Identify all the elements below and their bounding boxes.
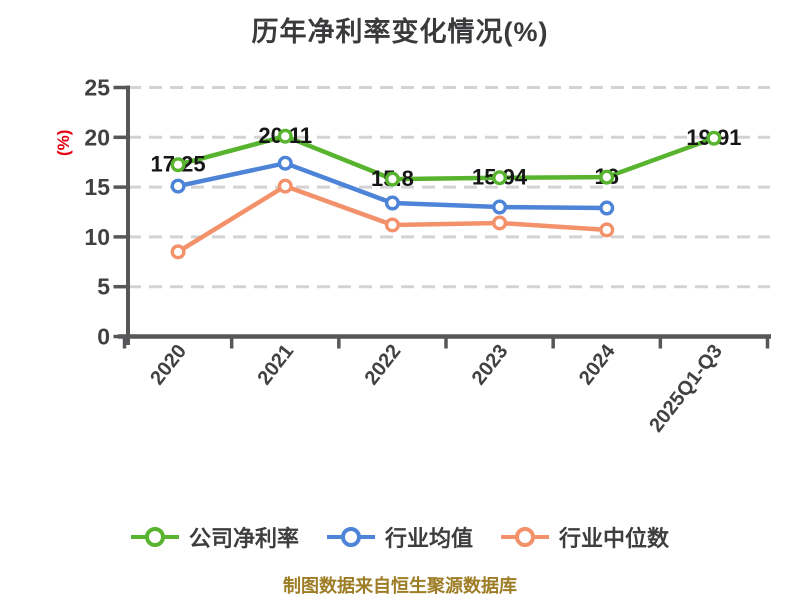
svg-text:10: 10 <box>84 224 110 250</box>
svg-text:2023: 2023 <box>468 341 513 390</box>
y-axis-unit-label: (%) <box>54 130 73 156</box>
svg-text:0: 0 <box>97 324 110 350</box>
svg-text:2020: 2020 <box>146 341 191 390</box>
axes: 0 5 10 15 20 25 <box>84 75 771 350</box>
svg-text:20: 20 <box>84 124 110 150</box>
svg-text:2025Q1-Q3: 2025Q1-Q3 <box>645 341 727 437</box>
legend-item-industry-average[interactable]: 行业均值 <box>326 521 473 553</box>
legend-marker-industry-average-icon <box>326 527 375 547</box>
gridlines <box>128 86 770 289</box>
data-source-note: 制图数据来自恒生聚源数据库 <box>283 576 517 596</box>
svg-text:15: 15 <box>84 174 110 200</box>
legend-label-industry-average: 行业均值 <box>384 526 473 551</box>
svg-text:2021: 2021 <box>253 341 298 390</box>
legend-item-company-net-margin[interactable]: 公司净利率 <box>130 521 299 553</box>
legend-label-company-net-margin: 公司净利率 <box>188 526 299 551</box>
x-axis-labels: 2020 2021 2022 2023 2024 2025Q1-Q3 <box>146 340 727 437</box>
legend-label-industry-median: 行业中位数 <box>559 526 670 551</box>
legend-marker-industry-median-icon <box>501 527 549 547</box>
chart-title: 历年净利率变化情况(%) <box>251 17 549 47</box>
legend-marker-company-net-margin-icon <box>130 527 179 547</box>
chart-legend: 公司净利率 行业均值 行业中位数 <box>0 521 800 553</box>
svg-text:2022: 2022 <box>361 341 406 390</box>
series-lines <box>175 133 717 255</box>
svg-text:5: 5 <box>97 274 110 300</box>
svg-text:2024: 2024 <box>575 340 620 389</box>
legend-item-industry-median[interactable]: 行业中位数 <box>501 521 669 553</box>
net-margin-line-chart: 0 5 10 15 20 25 2020 2021 2022 2023 2024 2025Q1-Q3 (… <box>54 75 771 437</box>
data-points <box>170 128 722 260</box>
svg-text:25: 25 <box>84 75 110 101</box>
